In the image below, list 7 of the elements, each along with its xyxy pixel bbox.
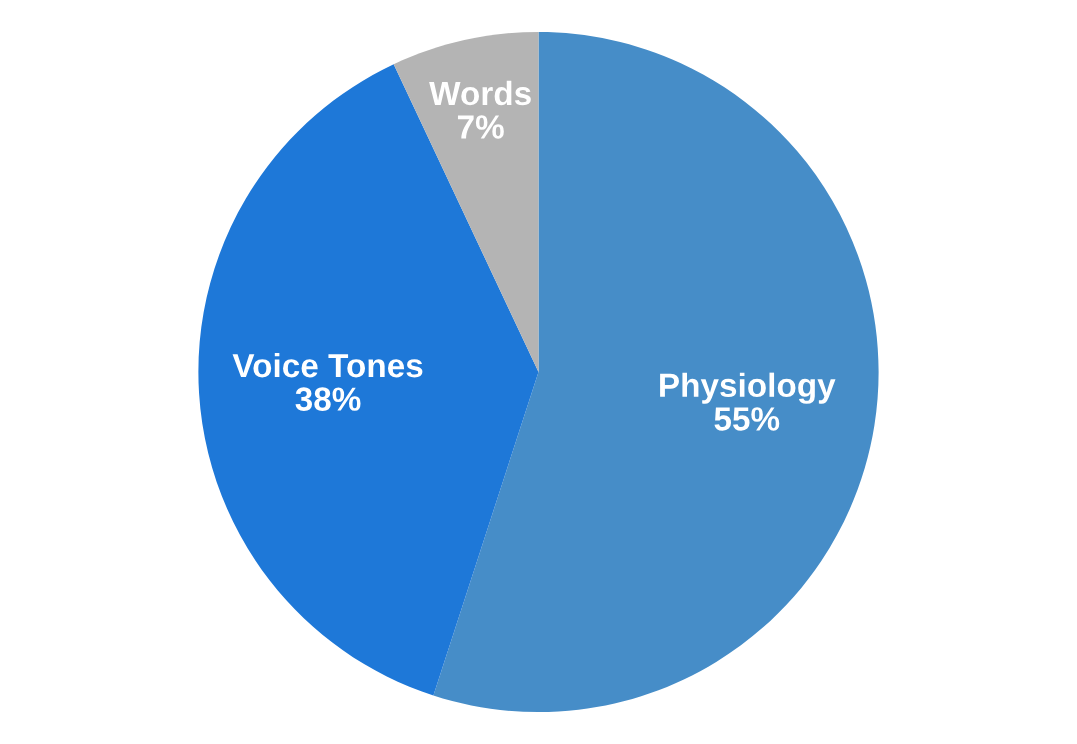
data-label: 7% xyxy=(457,115,504,139)
slice-label: Physiology xyxy=(660,372,836,404)
data-label: 55% xyxy=(714,407,780,431)
slice-label: Words xyxy=(429,80,531,106)
pie-slice xyxy=(198,64,539,696)
data-label: 38% xyxy=(295,387,361,411)
slice-label: Voice Tones xyxy=(232,352,423,378)
